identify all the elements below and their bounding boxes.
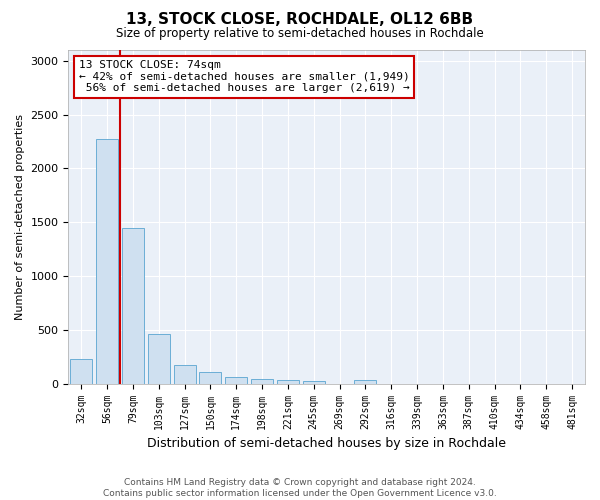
Bar xyxy=(173,366,196,384)
Bar xyxy=(277,380,299,384)
Bar xyxy=(70,359,92,384)
Text: 13 STOCK CLOSE: 74sqm
← 42% of semi-detached houses are smaller (1,949)
 56% of : 13 STOCK CLOSE: 74sqm ← 42% of semi-deta… xyxy=(79,60,409,93)
Bar xyxy=(226,376,247,384)
Bar xyxy=(96,140,118,384)
Bar xyxy=(251,380,273,384)
Text: Size of property relative to semi-detached houses in Rochdale: Size of property relative to semi-detach… xyxy=(116,28,484,40)
Bar xyxy=(148,334,170,384)
X-axis label: Distribution of semi-detached houses by size in Rochdale: Distribution of semi-detached houses by … xyxy=(147,437,506,450)
Text: Contains HM Land Registry data © Crown copyright and database right 2024.
Contai: Contains HM Land Registry data © Crown c… xyxy=(103,478,497,498)
Bar xyxy=(303,381,325,384)
Text: 13, STOCK CLOSE, ROCHDALE, OL12 6BB: 13, STOCK CLOSE, ROCHDALE, OL12 6BB xyxy=(127,12,473,28)
Bar xyxy=(122,228,144,384)
Bar xyxy=(355,380,376,384)
Bar xyxy=(199,372,221,384)
Y-axis label: Number of semi-detached properties: Number of semi-detached properties xyxy=(15,114,25,320)
